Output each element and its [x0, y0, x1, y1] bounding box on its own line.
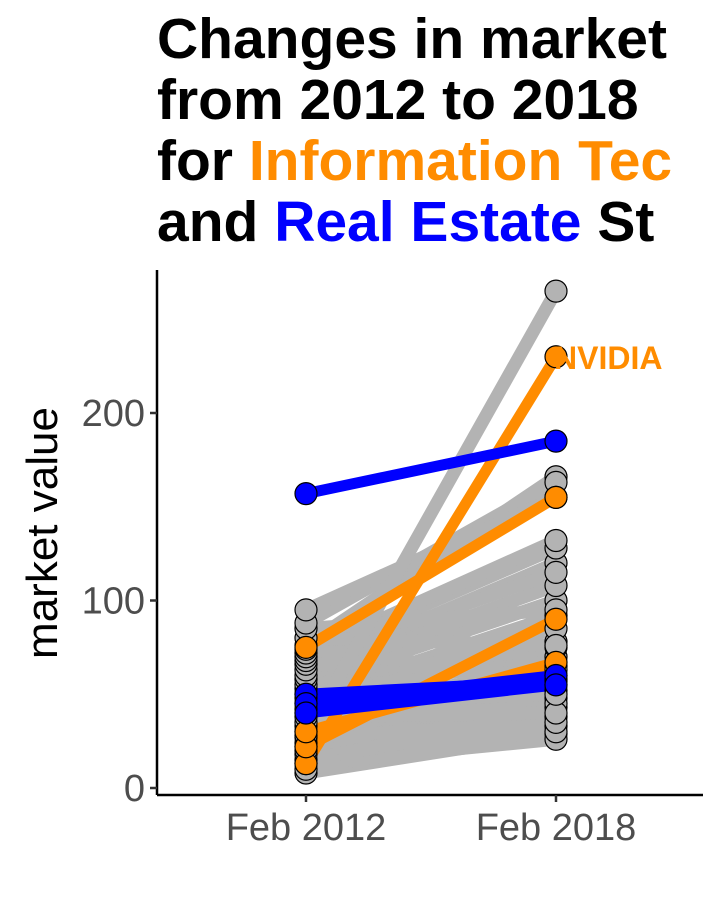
- title-segment: Real Estate: [274, 190, 581, 254]
- x-axis-ticks: Feb 2012 Feb 2018: [226, 795, 637, 849]
- title-line-4: and Real Estate St: [157, 190, 654, 254]
- chart-title: Changes in market from 2012 to 2018 for …: [157, 7, 672, 254]
- series-lines: [299, 284, 563, 780]
- re-stock-point: [294, 482, 318, 506]
- re-stock-line: [300, 435, 562, 500]
- other-stock-line: [299, 715, 563, 744]
- annotation-label: NVIDIA: [554, 340, 662, 376]
- re-stock-point: [544, 673, 568, 697]
- title-segment: Changes in market: [157, 7, 667, 71]
- x-tick-label: Feb 2012: [226, 807, 387, 849]
- y-tick-label: 100: [82, 581, 145, 623]
- re-stock-line: [300, 670, 562, 710]
- annotations: NVIDIA: [554, 340, 662, 376]
- other-stock-point: [294, 598, 318, 622]
- it-stock-point: [294, 635, 318, 659]
- re-stock-point: [544, 429, 568, 453]
- it-stock-point: [544, 345, 568, 369]
- title-segment: and: [157, 190, 274, 254]
- other-stock-line: [299, 284, 563, 742]
- re-stock-line: [300, 679, 562, 719]
- title-line-1: Changes in market: [157, 7, 667, 71]
- other-stock-line: [299, 725, 563, 757]
- title-segment: for: [157, 129, 249, 193]
- y-tick-label: 200: [82, 393, 145, 435]
- y-tick-label: 0: [124, 768, 145, 810]
- title-line-3: for Information Tec: [157, 129, 672, 193]
- re-stock-point: [294, 701, 318, 725]
- x-tick-label: Feb 2018: [476, 807, 637, 849]
- title-segment: Information Tec: [249, 129, 672, 193]
- title-segment: from 2012 to 2018: [157, 68, 639, 132]
- other-stock-point: [544, 560, 568, 584]
- y-axis-label: market value: [18, 407, 67, 659]
- it-stock-point: [544, 607, 568, 631]
- other-stock-point: [544, 279, 568, 303]
- data-points: [294, 279, 568, 785]
- other-stock-line: [299, 732, 563, 771]
- it-stock-point: [544, 485, 568, 509]
- title-segment: St: [582, 190, 655, 254]
- other-stock-point: [544, 528, 568, 553]
- it-stock-line: [300, 491, 562, 653]
- y-axis-ticks: 0 100 200: [82, 393, 157, 810]
- title-line-2: from 2012 to 2018: [157, 68, 639, 132]
